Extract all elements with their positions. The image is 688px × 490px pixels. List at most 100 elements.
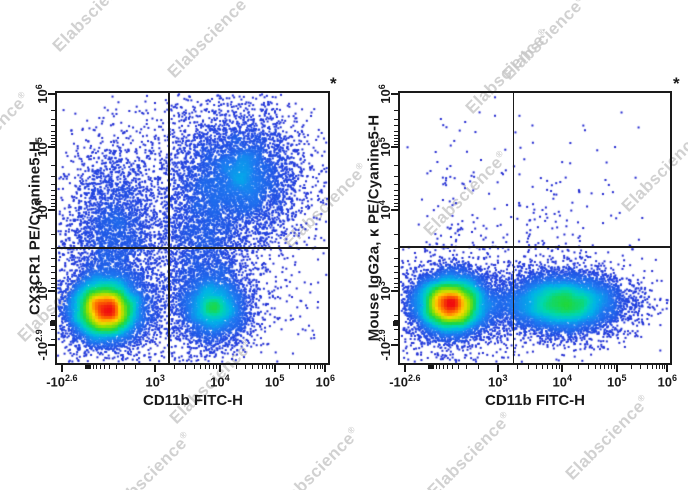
x-axis-minor-tick xyxy=(289,365,291,369)
y-axis-minor-tick xyxy=(394,118,398,120)
x-axis-major-tick xyxy=(60,365,63,372)
x-axis-minor-tick xyxy=(252,365,254,369)
y-axis-minor-tick xyxy=(51,282,55,284)
y-axis-minor-tick xyxy=(51,206,55,208)
y-axis-minor-tick xyxy=(394,282,398,284)
y-axis-transition-ticks xyxy=(50,320,55,326)
y-axis-minor-tick xyxy=(394,134,398,136)
x-axis-minor-tick xyxy=(599,365,601,369)
x-axis-minor-tick xyxy=(610,365,612,369)
x-axis-minor-tick xyxy=(655,365,657,369)
y-axis-major-tick xyxy=(48,344,55,347)
x-tick-label: 103 xyxy=(487,373,508,390)
x-axis-minor-tick xyxy=(216,365,218,369)
y-axis-minor-tick xyxy=(51,109,55,111)
x-axis-minor-tick xyxy=(442,365,444,369)
right-plot-density-scatter xyxy=(400,93,670,363)
y-axis-minor-tick xyxy=(394,329,398,331)
x-axis-minor-tick xyxy=(558,365,560,369)
y-axis-minor-tick xyxy=(51,118,55,120)
x-axis-minor-tick xyxy=(298,365,300,369)
right-x-axis-title: CD11b FITC-H xyxy=(484,392,586,409)
y-axis-minor-tick xyxy=(394,233,398,235)
x-axis-minor-tick xyxy=(268,365,270,369)
x-tick-label: 104 xyxy=(552,373,573,390)
y-axis-minor-tick xyxy=(394,258,398,259)
y-axis-major-tick xyxy=(391,146,398,148)
x-axis-major-tick xyxy=(324,365,327,372)
y-axis-minor-tick xyxy=(51,314,55,316)
y-axis-minor-tick xyxy=(394,314,398,316)
y-axis-minor-tick xyxy=(51,248,55,250)
y-axis-minor-tick xyxy=(51,144,55,146)
x-axis-minor-tick xyxy=(257,365,259,369)
left-x-axis-title: CD11b FITC-H xyxy=(142,392,244,409)
y-axis-minor-tick xyxy=(394,206,398,208)
x-tick-label: 106 xyxy=(315,373,336,390)
y-axis-major-tick xyxy=(48,289,55,292)
x-axis-minor-tick xyxy=(265,365,267,369)
x-axis-transition-ticks xyxy=(85,365,92,369)
y-axis-minor-tick xyxy=(394,130,398,132)
y-axis-minor-tick xyxy=(51,176,55,178)
x-axis-minor-tick xyxy=(631,365,633,369)
y-axis-minor-tick xyxy=(394,165,398,167)
y-axis-minor-tick xyxy=(394,339,398,341)
x-axis-minor-tick xyxy=(271,365,273,369)
x-axis-minor-tick xyxy=(174,365,176,369)
x-axis-minor-tick xyxy=(322,365,324,369)
x-tick-label: 103 xyxy=(145,373,165,390)
y-axis-major-tick xyxy=(48,146,55,148)
x-axis-minor-tick xyxy=(664,365,666,369)
y-tick-label: -102.9 xyxy=(33,329,51,362)
y-axis-major-tick xyxy=(391,93,398,96)
x-axis-minor-tick xyxy=(661,365,663,369)
left-plot-density-scatter xyxy=(57,93,328,363)
x-axis-minor-tick xyxy=(104,365,106,369)
x-axis-minor-tick xyxy=(555,365,557,369)
x-tick-label: 106 xyxy=(657,373,678,390)
x-axis-minor-tick xyxy=(477,365,479,369)
y-axis-minor-tick xyxy=(394,125,398,127)
y-axis-minor-tick xyxy=(394,272,398,274)
y-axis-minor-tick xyxy=(394,286,398,288)
y-axis-minor-tick xyxy=(51,277,55,279)
right-y-axis-title: Mouse IgG2a, κ PE/Cyanine5-H xyxy=(365,114,383,342)
x-axis-major-tick xyxy=(666,365,669,372)
x-axis-major-tick xyxy=(496,365,499,372)
x-axis-major-tick xyxy=(218,365,221,372)
x-axis-minor-tick xyxy=(658,365,660,369)
y-axis-transition-ticks xyxy=(393,320,398,326)
x-axis-minor-tick xyxy=(613,365,615,369)
x-axis-minor-tick xyxy=(199,365,201,369)
left-plot-gate-horizontal-line xyxy=(57,247,328,249)
x-axis-minor-tick xyxy=(115,365,117,369)
y-axis-minor-tick xyxy=(394,195,398,197)
x-axis-minor-tick xyxy=(640,365,642,369)
y-axis-minor-tick xyxy=(51,184,55,186)
right-plot-frame xyxy=(398,91,672,365)
y-axis-minor-tick xyxy=(394,265,398,267)
x-axis-minor-tick xyxy=(309,365,311,369)
x-axis-minor-tick xyxy=(646,365,648,369)
y-axis-minor-tick xyxy=(394,277,398,279)
y-axis-minor-tick xyxy=(394,109,398,111)
x-axis-minor-tick xyxy=(542,365,544,369)
x-axis-minor-tick xyxy=(447,365,449,369)
watermark-text: Elabscience® xyxy=(48,0,136,56)
y-axis-minor-tick xyxy=(51,286,55,288)
x-axis-minor-tick xyxy=(99,365,101,369)
y-axis-major-tick xyxy=(48,208,55,211)
x-tick-label: 105 xyxy=(264,373,285,390)
x-axis-minor-tick xyxy=(528,365,530,369)
x-tick-label: 104 xyxy=(210,373,230,390)
x-axis-major-tick xyxy=(615,365,618,372)
x-axis-minor-tick xyxy=(536,365,538,369)
x-axis-minor-tick xyxy=(209,365,211,369)
y-axis-minor-tick xyxy=(394,248,398,250)
x-axis-minor-tick xyxy=(235,365,237,369)
y-axis-minor-tick xyxy=(51,195,55,197)
x-axis-minor-tick xyxy=(607,365,609,369)
y-axis-minor-tick xyxy=(51,258,55,259)
